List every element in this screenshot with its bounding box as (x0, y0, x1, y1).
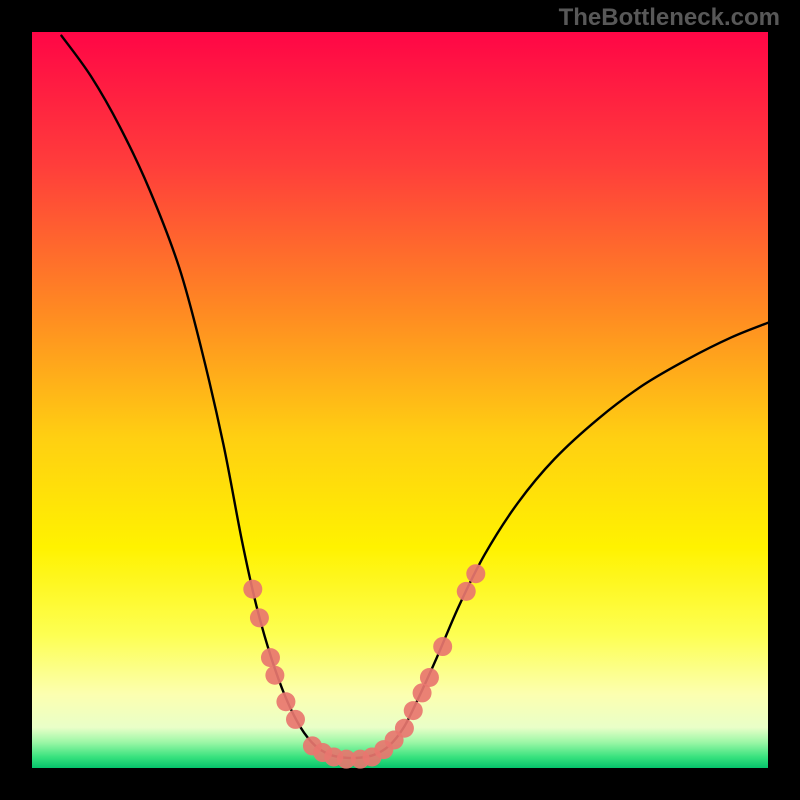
chart-container: TheBottleneck.com (0, 0, 800, 800)
data-marker (276, 692, 295, 711)
plot-background (32, 32, 768, 768)
data-marker (420, 668, 439, 687)
data-marker (286, 710, 305, 729)
data-marker (457, 582, 476, 601)
data-marker (395, 719, 414, 738)
data-marker (265, 666, 284, 685)
data-marker (404, 701, 423, 720)
data-marker (243, 580, 262, 599)
data-marker (261, 648, 280, 667)
data-marker (250, 608, 269, 627)
data-marker (466, 564, 485, 583)
watermark-text: TheBottleneck.com (559, 4, 780, 32)
bottleneck-curve-chart (0, 0, 800, 800)
data-marker (433, 637, 452, 656)
